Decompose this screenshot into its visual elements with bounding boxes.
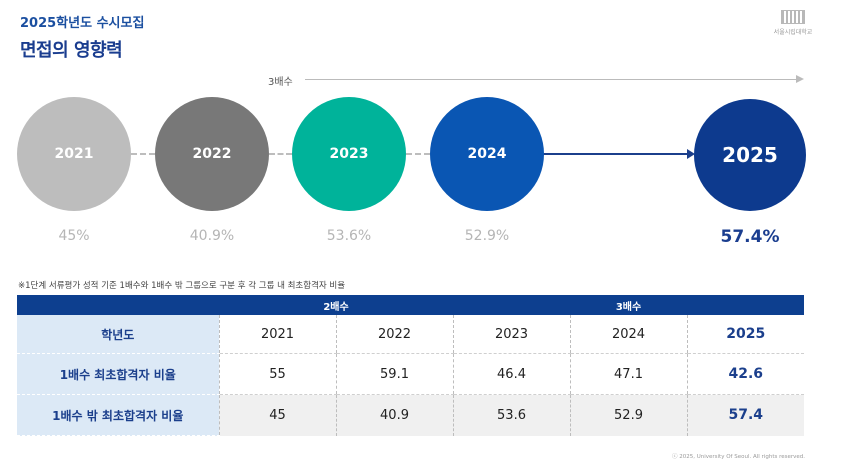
value-cell: 53.6 xyxy=(452,394,571,436)
ratio-table: 2배수 3배수 학년도 2021 2022 2023 2024 2025 1배수… xyxy=(17,295,805,436)
group-header-2x: 2배수 xyxy=(219,295,454,315)
group-header-spacer xyxy=(17,295,219,315)
value-cell: 45 xyxy=(218,394,336,436)
logo-mark-icon xyxy=(781,10,805,24)
year-cell: 2022 xyxy=(335,315,454,354)
year-cell: 2024 xyxy=(569,315,688,354)
dashed-connector xyxy=(131,153,155,155)
year-cell-highlight: 2025 xyxy=(686,315,805,354)
percent-2025: 57.4% xyxy=(720,227,780,247)
circle-year: 2025 xyxy=(722,143,778,167)
percent-2021: 45% xyxy=(58,228,90,244)
row-label: 1배수 최초합격자 비율 xyxy=(17,353,219,395)
percent-2024: 52.9% xyxy=(464,228,510,244)
group-header-row: 2배수 3배수 xyxy=(17,295,805,315)
circle-year: 2024 xyxy=(467,146,507,162)
top-arrow-head-icon xyxy=(796,75,804,83)
value-cell: 52.9 xyxy=(569,394,688,436)
row-label: 1배수 밖 최초합격자 비율 xyxy=(17,394,219,436)
table-row: 1배수 최초합격자 비율 55 59.1 46.4 47.1 42.6 xyxy=(17,353,805,395)
logo-text: 서울시립대학교 xyxy=(773,29,813,36)
value-cell-highlight: 42.6 xyxy=(686,353,805,395)
circle-2023: 2023 xyxy=(292,97,406,211)
university-logo: 서울시립대학교 xyxy=(765,10,821,36)
value-cell: 55 xyxy=(218,353,336,395)
value-cell-highlight: 57.4 xyxy=(686,394,805,436)
group-header-3x: 3배수 xyxy=(453,295,805,315)
percent-2022: 40.9% xyxy=(189,228,235,244)
copyright: ⓒ 2025, University Of Seoul. All rights … xyxy=(671,454,805,460)
arrow-head-icon xyxy=(687,149,695,159)
value-cell: 47.1 xyxy=(569,353,688,395)
year-cell: 2023 xyxy=(452,315,571,354)
top-arrow-line xyxy=(305,79,797,80)
circle-2024: 2024 xyxy=(430,97,544,211)
arrow-label: 3배수 xyxy=(268,77,293,88)
circle-2021: 2021 xyxy=(17,97,131,211)
table-row: 학년도 2021 2022 2023 2024 2025 xyxy=(17,315,805,354)
table-row: 1배수 밖 최초합격자 비율 45 40.9 53.6 52.9 57.4 xyxy=(17,394,805,436)
year-cell: 2021 xyxy=(218,315,336,354)
page-subtitle: 2025학년도 수시모집 xyxy=(20,16,145,31)
value-cell: 46.4 xyxy=(452,353,571,395)
dashed-connector xyxy=(406,153,430,155)
footnote: ※1단계 서류평가 성적 기준 1배수와 1배수 밖 그룹으로 구분 후 각 그… xyxy=(18,281,346,291)
solid-connector xyxy=(543,153,687,155)
circle-year: 2022 xyxy=(192,146,232,162)
circle-2022: 2022 xyxy=(155,97,269,211)
percent-2023: 53.6% xyxy=(326,228,372,244)
circle-year: 2021 xyxy=(54,146,94,162)
dashed-connector xyxy=(269,153,292,155)
value-cell: 59.1 xyxy=(335,353,454,395)
circle-year: 2023 xyxy=(329,146,369,162)
circle-2025: 2025 xyxy=(694,99,806,211)
value-cell: 40.9 xyxy=(335,394,454,436)
row-header-year: 학년도 xyxy=(17,315,219,354)
page-title: 면접의 영향력 xyxy=(20,40,123,61)
